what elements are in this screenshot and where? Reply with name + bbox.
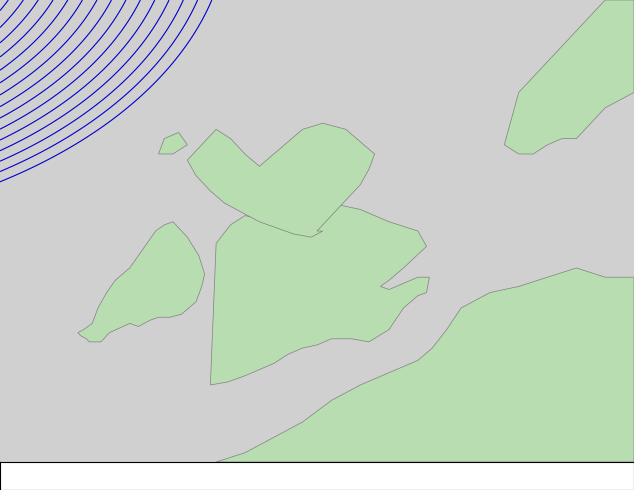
Polygon shape [78,222,205,342]
Polygon shape [187,123,375,237]
Polygon shape [158,132,187,154]
Polygon shape [216,268,634,462]
Polygon shape [210,203,429,385]
Text: © weatheronline.co.uk: © weatheronline.co.uk [486,481,628,490]
Polygon shape [504,0,634,154]
Text: Tu 04-06-2024 18:00 UTC (06+36): Tu 04-06-2024 18:00 UTC (06+36) [418,466,628,476]
Text: Surface pressure [hPa] EC (AIFS): Surface pressure [hPa] EC (AIFS) [6,473,223,483]
